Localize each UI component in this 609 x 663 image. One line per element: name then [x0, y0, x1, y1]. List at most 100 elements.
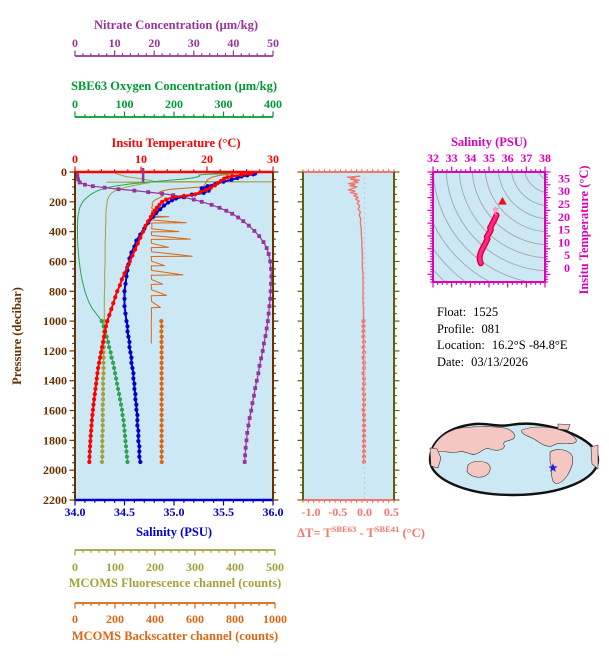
fluorescence-axis-label: 300	[186, 560, 204, 574]
series-fluorescence-marker	[101, 371, 106, 376]
series-nitrate-marker	[199, 199, 204, 204]
backscatter-axis-label: 200	[106, 612, 124, 626]
series-nitrate-marker	[75, 174, 80, 179]
salinity-axis-label: 34.0	[65, 505, 86, 519]
series-nitrate-marker	[245, 431, 250, 435]
backscatter-axis-label: 1000	[263, 612, 287, 626]
float-label: Float:	[437, 305, 467, 319]
series-temperature-marker	[97, 355, 103, 360]
series-delta-t-marker	[361, 339, 367, 345]
series-backscatter-deep-marker	[159, 402, 164, 407]
series-backscatter-deep-marker	[159, 459, 164, 465]
oxygen-axis-label: 300	[215, 97, 233, 111]
series-temperature-marker	[160, 199, 165, 204]
series-delta-t-marker	[361, 428, 367, 433]
series-salinity-marker	[125, 329, 130, 334]
series-oxygen-marker	[112, 365, 117, 371]
series-nitrate-marker	[257, 363, 262, 368]
backscatter-axis-label: 0	[72, 612, 78, 626]
nitrate-axis-label: 20	[148, 36, 160, 50]
series-temperature-marker	[96, 365, 101, 371]
pressure-tick-label: 1200	[43, 344, 67, 358]
ts-salinity-title: Salinity (PSU)	[451, 135, 527, 149]
pressure-tick-label: 1400	[43, 374, 67, 388]
nitrate-axis-label: 50	[267, 36, 279, 50]
series-temperature-marker	[91, 402, 96, 407]
temperature-axis: 0 10 20 30	[72, 152, 279, 174]
series-fluorescence-marker	[101, 381, 106, 386]
world-map	[428, 422, 600, 497]
series-fluorescence-marker	[100, 407, 105, 412]
ts-temp-tick-label: 5	[564, 248, 570, 262]
series-temperature-marker	[113, 295, 118, 300]
series-fluorescence-marker	[101, 392, 106, 397]
profile-value: 081	[481, 321, 501, 336]
series-nitrate-marker	[269, 281, 273, 286]
series-delta-t-marker	[361, 360, 367, 365]
series-salinity-marker	[137, 449, 142, 454]
series-backscatter-deep-marker	[159, 355, 164, 360]
series-temperature-marker	[212, 183, 218, 188]
ts-left-axis	[427, 171, 434, 283]
series-salinity-marker	[136, 439, 141, 444]
series-oxygen-marker	[120, 412, 125, 418]
series-delta-t-marker	[361, 350, 367, 355]
ts-top-axis-label: 35	[483, 151, 495, 165]
series-salinity-marker	[136, 428, 141, 433]
series-nitrate-marker	[77, 180, 82, 185]
series-backscatter-deep-marker	[159, 329, 164, 334]
series-nitrate-marker	[267, 304, 272, 309]
series-temperature-marker	[99, 345, 105, 350]
series-temperature-marker	[87, 459, 92, 465]
fluorescence-axis-label: 0	[72, 560, 78, 574]
series-nitrate-marker	[241, 219, 246, 224]
series-nitrate-marker	[230, 211, 235, 216]
series-temperature-marker	[117, 283, 122, 288]
series-nitrate-marker	[249, 408, 254, 413]
series-nitrate-marker	[257, 234, 262, 239]
series-backscatter-deep-marker	[159, 324, 164, 329]
series-backscatter-deep-marker	[159, 428, 164, 433]
series-temperature-marker	[94, 381, 99, 386]
series-temperature-marker	[127, 259, 132, 264]
series-delta-t-marker	[361, 449, 367, 454]
series-temperature-marker	[115, 289, 120, 294]
series-nitrate-marker	[268, 296, 273, 301]
oxygen-axis-label: 0	[72, 97, 78, 111]
temperature-axis-title: Insitu Temperature (°C)	[111, 136, 240, 150]
ts-surface-marker	[498, 196, 507, 205]
ts-top-axis: 32 33 34 35 36 37 38	[427, 151, 551, 173]
series-salinity-marker	[133, 397, 138, 402]
series-salinity-marker	[229, 177, 234, 182]
series-nitrate-marker	[224, 208, 229, 213]
series-oxygen-marker	[123, 444, 129, 449]
map-landmass	[429, 447, 442, 469]
series-salinity-marker	[122, 296, 127, 301]
ts-temp-tick-label: 0	[564, 261, 570, 275]
series-nitrate-marker	[75, 171, 79, 176]
series-nitrate-marker	[261, 341, 266, 346]
series-nitrate-marker	[266, 311, 271, 316]
ts-top-axis-label: 37	[520, 151, 532, 165]
series-nitrate-marker	[191, 197, 196, 202]
series-temperature-marker	[122, 271, 127, 276]
series-temperature-marker	[146, 219, 151, 224]
pressure-tick-label: 0	[61, 165, 67, 179]
series-backscatter-deep-marker	[159, 371, 164, 376]
series-temperature-marker	[150, 211, 155, 216]
series-backscatter-deep-marker	[159, 334, 164, 339]
date-row: Date: 03/13/2026	[437, 354, 568, 371]
series-temperature-marker	[90, 407, 96, 412]
map-landmass	[521, 426, 577, 447]
nitrate-axis-label: 10	[109, 36, 121, 50]
salinity-axis-label: 34.5	[114, 505, 135, 519]
series-salinity-marker	[127, 339, 132, 345]
ts-top-axis-label: 38	[539, 151, 551, 165]
pressure-tick-label: 1000	[43, 314, 67, 328]
series-temperature-marker	[130, 253, 135, 258]
series-nitrate-marker	[260, 349, 265, 353]
backscatter-axis: 0 200 400 600 800 1000	[72, 602, 287, 626]
series-nitrate-marker	[247, 416, 252, 420]
